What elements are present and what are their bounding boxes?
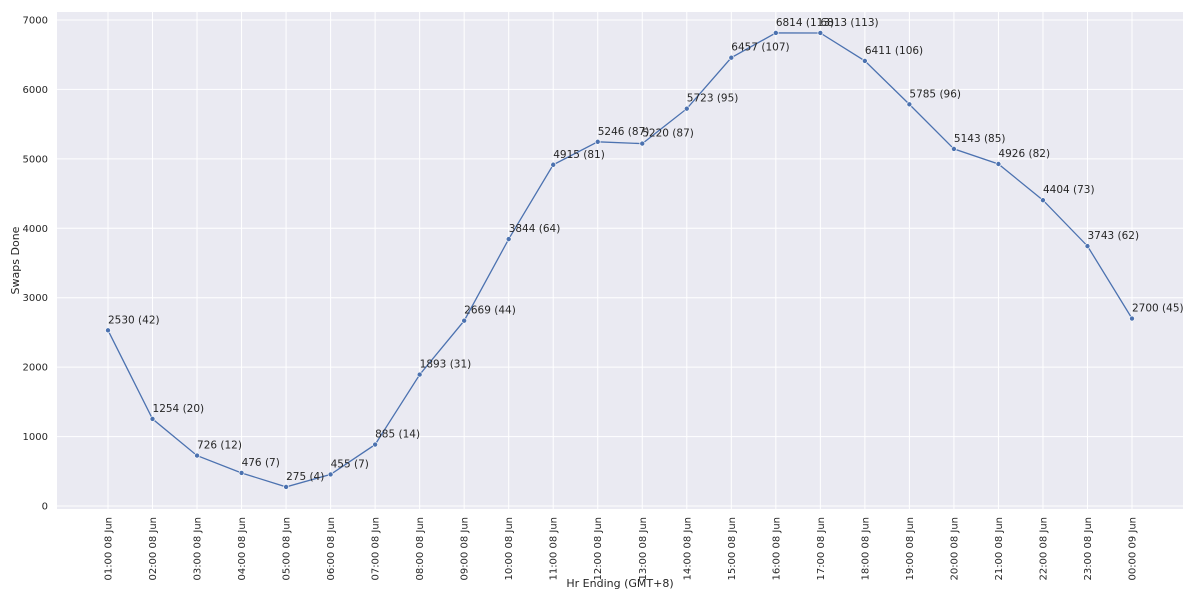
data-label: 455 (7)	[331, 458, 369, 470]
data-label: 6457 (107)	[731, 42, 789, 54]
data-point	[817, 30, 824, 36]
x-tick-label: 08:00 08 Jun	[415, 517, 426, 581]
y-tick-label: 4000	[23, 224, 48, 235]
x-tick-label: 10:00 08 Jun	[504, 517, 515, 581]
y-tick-label: 5000	[23, 154, 48, 165]
data-label: 2669 (44)	[464, 305, 516, 317]
data-point	[639, 140, 646, 147]
series-line	[107, 32, 1133, 488]
data-label: 3743 (62)	[1087, 230, 1139, 242]
x-axis-label: Hr Ending (GMT+8)	[566, 577, 673, 590]
x-tick-label: 22:00 08 Jun	[1038, 517, 1049, 581]
x-axis-ticks: 01:00 08 Jun 02:00 08 Jun 03:00 08 Jun 04:0…	[104, 517, 1139, 581]
y-axis-label: Swaps Done	[9, 226, 22, 294]
data-label: 6814 (113)	[776, 17, 834, 29]
data-point	[906, 101, 913, 108]
data-label: 2530 (42)	[108, 314, 160, 326]
data-label: 5220 (87)	[642, 128, 694, 140]
data-point	[327, 471, 334, 478]
data-label: 5246 (87)	[598, 126, 650, 138]
x-tick-label: 19:00 08 Jun	[905, 517, 916, 581]
x-tick-label: 09:00 08 Jun	[460, 517, 471, 581]
data-point	[1040, 197, 1046, 204]
data-label: 885 (14)	[375, 429, 420, 441]
x-tick-label: 03:00 08 Jun	[193, 517, 204, 581]
data-point	[550, 161, 557, 168]
data-point	[194, 452, 200, 459]
data-point	[995, 161, 1002, 167]
data-point	[416, 371, 423, 378]
data-label: 6813 (113)	[820, 17, 878, 29]
x-tick-label: 04:00 08 Jun	[237, 517, 248, 581]
data-point	[505, 236, 512, 242]
x-tick-label: 07:00 08 Jun	[371, 517, 382, 581]
x-tick-label: 16:00 08 Jun	[771, 517, 782, 581]
x-tick-label: 23:00 08 Jun	[1083, 517, 1094, 581]
data-label: 4404 (73)	[1043, 184, 1095, 196]
x-tick-label: 06:00 08 Jun	[326, 517, 337, 581]
y-tick-label: 2000	[23, 363, 48, 374]
x-tick-label: 12:00 08 Jun	[593, 517, 604, 581]
data-point	[683, 105, 690, 112]
y-tick-label: 0	[42, 502, 48, 513]
data-label: 2700 (45)	[1132, 303, 1184, 315]
data-label: 726 (12)	[197, 440, 242, 452]
x-tick-label: 13:00 08 Jun	[638, 517, 649, 581]
data-point	[773, 30, 779, 36]
data-label: 1893 (31)	[420, 359, 472, 371]
data-label: 4915 (81)	[553, 149, 605, 161]
data-point	[105, 327, 111, 334]
x-tick-label: 21:00 08 Jun	[994, 517, 1005, 581]
data-label: 1254 (20)	[153, 403, 205, 415]
data-point	[372, 441, 378, 448]
data-point	[461, 317, 467, 324]
data-label: 3844 (64)	[509, 223, 561, 235]
x-tick-label: 00:00 09 Jun	[1128, 517, 1139, 581]
data-label: 5723 (95)	[687, 93, 739, 105]
data-point	[594, 138, 601, 145]
data-point	[283, 484, 289, 490]
data-point	[149, 416, 156, 422]
y-tick-label: 3000	[23, 293, 48, 304]
grid-lines	[57, 12, 1183, 509]
x-tick-label: 20:00 08 Jun	[949, 517, 960, 581]
x-tick-label: 05:00 08 Jun	[282, 517, 293, 581]
x-tick-label: 11:00 08 Jun	[549, 517, 560, 581]
data-label: 275 (4)	[286, 471, 324, 483]
data-labels: 2530 (42) 1254 (20) 726 (12)476 (7) 275 (4)…	[108, 17, 1184, 483]
data-point	[1129, 315, 1135, 322]
x-tick-label: 14:00 08 Jun	[682, 517, 693, 581]
data-point	[1084, 243, 1091, 249]
data-point	[862, 58, 868, 64]
y-tick-label: 6000	[23, 85, 48, 96]
plot-area	[57, 12, 1183, 509]
data-label: 5143 (85)	[954, 133, 1006, 145]
data-label: 4926 (82)	[998, 148, 1050, 160]
y-tick-label: 1000	[23, 432, 48, 443]
x-tick-label: 01:00 08 Jun	[104, 517, 115, 581]
x-tick-label: 15:00 08 Jun	[727, 517, 738, 581]
data-label: 5785 (96)	[909, 88, 961, 100]
data-label: 6411 (106)	[865, 45, 923, 57]
data-point	[238, 470, 245, 476]
y-axis-ticks: 0 1000 2000 3000 4000 5000 6000 7000	[23, 16, 48, 513]
x-tick-label: 17:00 08 Jun	[816, 517, 827, 581]
data-point	[728, 54, 735, 61]
y-tick-label: 7000	[23, 16, 48, 27]
data-label: 476 (7)	[242, 457, 280, 469]
data-points	[105, 30, 1135, 490]
data-point	[951, 146, 957, 152]
x-tick-label: 18:00 08 Jun	[860, 517, 871, 581]
x-tick-label: 02:00 08 Jun	[148, 517, 159, 581]
